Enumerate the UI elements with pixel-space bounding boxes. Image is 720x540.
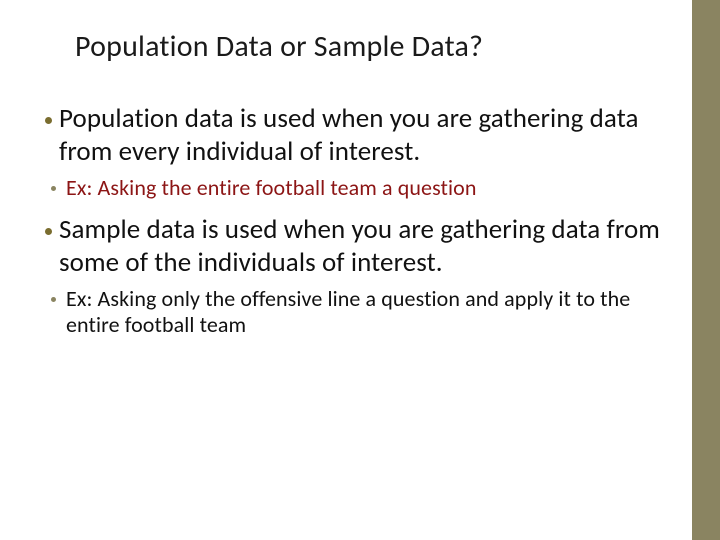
bullet-sub-1: Ex: Asking the entire football team a qu…: [45, 175, 675, 202]
bullet-dot-icon: [51, 186, 56, 191]
bullet-text: Ex: Asking only the offensive line a que…: [66, 286, 675, 340]
slide-content: Population data is used when you are gat…: [45, 103, 675, 339]
bullet-main-2: Sample data is used when you are gatheri…: [45, 214, 675, 280]
accent-stripe: [692, 0, 720, 540]
bullet-sub-2: Ex: Asking only the offensive line a que…: [45, 286, 675, 340]
bullet-dot-icon: [51, 297, 56, 302]
bullet-text: Ex: Asking the entire football team a qu…: [66, 175, 477, 202]
slide-title: Population Data or Sample Data?: [45, 28, 675, 65]
bullet-text: Population data is used when you are gat…: [59, 103, 675, 169]
bullet-dot-icon: [45, 117, 52, 124]
bullet-text: Sample data is used when you are gatheri…: [59, 214, 675, 280]
bullet-main-1: Population data is used when you are gat…: [45, 103, 675, 169]
bullet-dot-icon: [45, 228, 52, 235]
slide: Population Data or Sample Data? Populati…: [0, 0, 720, 540]
